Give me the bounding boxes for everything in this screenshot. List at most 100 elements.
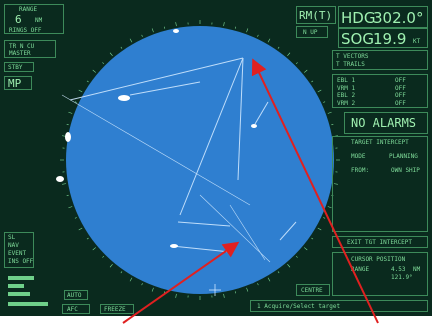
ebl-vrm-row-label: EBL 1 (337, 77, 356, 84)
target-vectors (61, 57, 297, 263)
bearing-tick (68, 206, 73, 209)
bearing-tick (66, 123, 69, 126)
vector-line (254, 101, 269, 125)
auto-button[interactable]: AUTO (64, 290, 88, 300)
range-label: RANGE (19, 6, 38, 13)
lower-label-ins: INS OFF (8, 258, 34, 265)
auto-label: AUTO (67, 292, 82, 299)
heading-box: HDG 302.0° (338, 6, 428, 28)
bearing-tick (257, 283, 259, 286)
vector-line (129, 81, 201, 96)
bearing-tick (163, 26, 166, 29)
vector-line (237, 57, 244, 181)
afc-button[interactable]: AFC (62, 304, 90, 314)
vector-line (69, 57, 244, 101)
mode-box[interactable]: TR N CU MASTER (4, 40, 56, 58)
orientation-button[interactable]: N UP (296, 26, 328, 38)
tune-bar[interactable] (8, 302, 48, 306)
lower-label-nav: NAV (8, 242, 19, 249)
afc-label: AFC (67, 306, 78, 313)
cursor-range-value: 4.53 (391, 266, 406, 273)
mp-button[interactable]: MP (4, 76, 32, 90)
motion-mode: RM(T) (299, 9, 333, 22)
arrow-right (251, 58, 379, 324)
bearing-tick (120, 271, 123, 274)
motion-mode-button[interactable]: RM(T) (296, 6, 336, 24)
lower-left-box[interactable]: SL NAV EVENT INS OFF (4, 232, 34, 268)
cursor-range-unit: NM (413, 266, 421, 273)
bearing-tick (246, 28, 249, 33)
cursor-position-label: CURSOR POSITION (351, 256, 406, 263)
bearing-tick (151, 28, 154, 33)
gain-bar[interactable] (8, 276, 34, 280)
bearing-tick (223, 293, 225, 298)
mode-label: MODE (351, 153, 366, 160)
stby-button[interactable]: STBY (4, 62, 34, 72)
heading-line (61, 94, 251, 206)
bearing-tick (267, 38, 271, 43)
cursor-bearing-value: 121.9° (391, 274, 413, 281)
bearing-tick (109, 52, 113, 57)
bearing-tick (234, 26, 237, 29)
bearing-tick (331, 123, 334, 126)
freeze-button[interactable]: FREEZE (100, 304, 134, 314)
vector-line (279, 221, 297, 241)
bearing-tick (311, 80, 314, 83)
exit-intercept-button[interactable]: EXIT TGT INTERCEPT (332, 236, 428, 248)
bearing-tick (287, 263, 291, 268)
radar-display-screen: RANGE 6 NM RINGS OFF TR N CU MASTER STBY… (0, 0, 432, 316)
stby-label: STBY (8, 64, 23, 71)
vectors-trails-box[interactable]: T VECTORS T TRAILS (332, 50, 428, 70)
target-echo (56, 176, 64, 182)
bearing-tick (317, 89, 322, 93)
rings-label: RINGS OFF (9, 27, 42, 34)
target-echo (251, 124, 257, 128)
target-echo (170, 244, 178, 248)
bearing-tick (295, 62, 298, 65)
bearing-tick (295, 255, 298, 258)
range-value: 6 (15, 13, 22, 26)
trail-line (199, 194, 271, 263)
sea-bar[interactable] (8, 284, 24, 288)
ebl-vrm-row-value: OFF (395, 77, 406, 84)
own-ship-label: OWN SHIP (391, 167, 420, 174)
bearing-tick (129, 38, 133, 43)
bearing-tick (102, 62, 105, 65)
range-box[interactable]: RANGE 6 NM RINGS OFF (4, 4, 64, 34)
mp-label: MP (8, 77, 22, 90)
alarm-box[interactable]: NO ALARMS (344, 112, 428, 134)
range-unit: NM (35, 17, 43, 24)
bearing-tick (109, 263, 113, 268)
centre-button[interactable]: CENTRE (296, 284, 330, 296)
vector-line (171, 245, 231, 253)
ebl-vrm-row-label: VRM 2 (337, 99, 356, 107)
bearing-tick (175, 22, 177, 27)
bearing-tick (141, 34, 143, 37)
bearing-tick (78, 89, 83, 93)
radar-ppi[interactable] (0, 0, 432, 316)
from-label: FROM: (351, 167, 370, 174)
bearing-tick (287, 52, 291, 57)
bearing-tick (311, 237, 314, 240)
vector-line (177, 221, 231, 227)
radar-sweep-area (66, 26, 334, 294)
bearing-tick (175, 293, 177, 298)
bearing-tick (303, 247, 308, 251)
bearing-tick (151, 287, 154, 292)
bearing-tick (92, 69, 97, 73)
rain-bar[interactable] (8, 292, 30, 296)
ebl-vrm-box[interactable]: EBL 1 OFF VRM 1 OFF EBL 2 OFF VRM 2 OFF (332, 74, 428, 108)
bearing-tick (246, 287, 249, 292)
cursor-range-label: RANGE (351, 266, 370, 273)
bearing-tick (102, 255, 105, 258)
arrow-left (122, 241, 240, 324)
bearing-tick (74, 217, 77, 219)
exit-label: EXIT TGT INTERCEPT (347, 239, 413, 246)
ebl-vrm-row-label: VRM 1 (337, 84, 356, 92)
ebl-vrm-row-label: EBL 2 (337, 92, 356, 99)
bearing-tick (323, 101, 326, 103)
bearing-tick (267, 277, 271, 282)
bearing-scale (60, 20, 340, 300)
bearing-tick (257, 34, 259, 37)
bearing-tick (66, 194, 69, 197)
